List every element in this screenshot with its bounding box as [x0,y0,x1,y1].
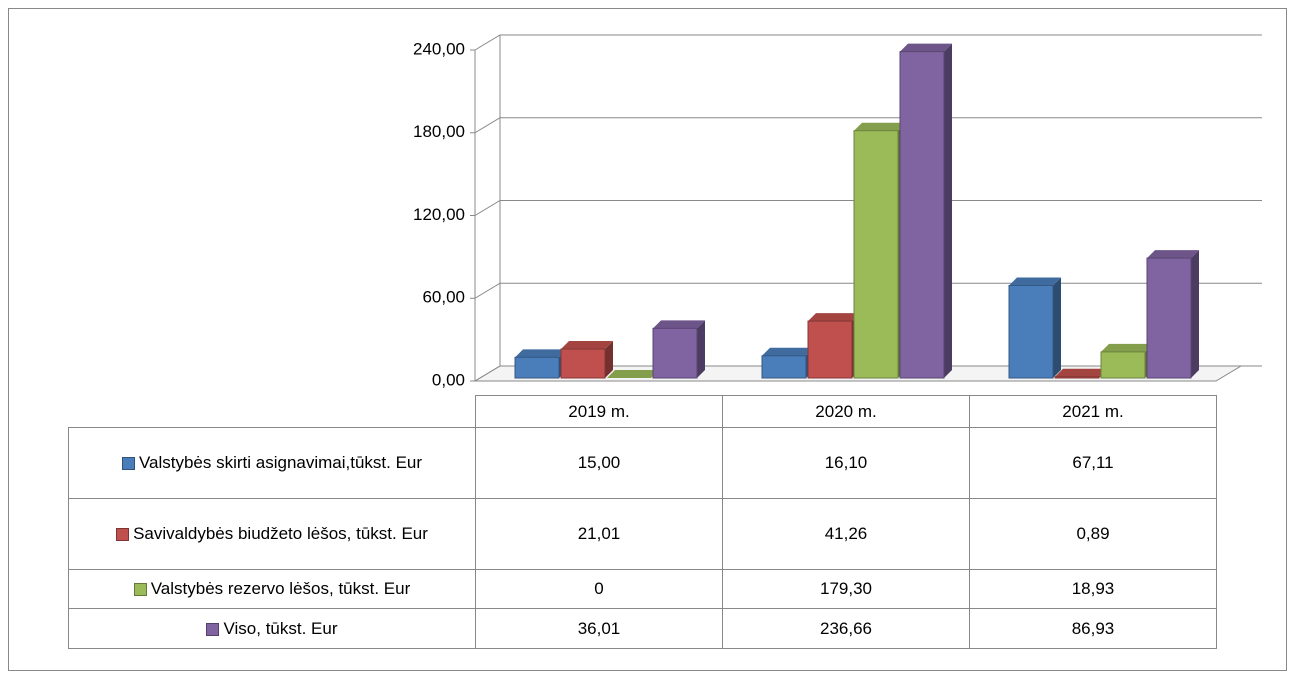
bar-side [1191,250,1199,378]
bar [1054,376,1100,379]
bar [1008,284,1054,379]
bar-top [607,370,659,378]
bar-side [944,43,952,378]
table-value: 15,00 [475,427,723,499]
grid-line [474,200,1262,216]
table-value-text: 0,89 [1076,524,1110,543]
chart-border [8,8,1287,671]
bar-top [561,341,613,350]
bar [560,348,606,379]
legend-entry: Valstybės skirti asignavimai,tūkst. Eur [121,451,423,475]
table-value: 179,30 [722,569,970,609]
table-value-text: 41,26 [824,524,868,543]
y-tick-label: 60,00 [422,288,465,307]
bar-top [1147,250,1199,259]
grid-line [474,117,1262,134]
bar [853,130,899,379]
table-value-text: 36,01 [577,618,621,638]
legend-key [133,583,147,597]
legend-label: Valstybės rezervo lėšos, tūkst. Eur [150,579,411,598]
bar [807,320,853,379]
table-header: 2020 m. [722,395,970,428]
table-value-text: 236,66 [820,618,872,638]
bar-top [1055,368,1107,377]
table-value: 0,89 [969,498,1217,570]
table-value: 18,93 [969,569,1217,609]
table-value: 36,01 [475,608,723,649]
legend-key [121,457,135,471]
table-value-text: 179,30 [820,579,872,598]
grid-line [474,365,1262,382]
table-value-text: 67,11 [1072,453,1114,472]
table-value: 41,26 [722,498,970,570]
legend-key [116,528,130,542]
table-header-text: 2019 m. [568,401,630,421]
table-value-text: 16,10 [824,453,868,472]
grid-line [474,282,1262,299]
table-value-text: 86,93 [1071,618,1115,638]
legend-cell: Savivaldybės biudžeto lėšos, tūkst. Eur [68,498,476,570]
grid-line [474,34,1262,51]
bar-top [1101,343,1153,352]
bar-top [515,349,567,358]
bar [761,355,807,379]
table-value-text: 0 [594,579,604,598]
y-tick-label: 0,00 [432,370,465,389]
table-value-text: 18,93 [1071,579,1115,598]
bar-side [697,320,705,378]
legend-label: Savivaldybės biudžeto lėšos, tūkst. Eur [133,524,428,543]
legend-label: Valstybės skirti asignavimai,tūkst. Eur [138,453,423,472]
y-tick-label: 180,00 [413,122,465,141]
bar [1100,351,1146,379]
legend-cell: Valstybės rezervo lėšos, tūkst. Eur [68,569,476,609]
table-value: 21,01 [475,498,723,570]
bar-top [808,313,860,322]
bar-top [1009,277,1061,286]
bar-top [653,320,705,329]
table-value: 67,11 [969,427,1217,499]
y-tick-label: 120,00 [413,205,465,224]
legend-label: Viso, tūkst. Eur [223,618,338,638]
table-header: 2021 m. [969,395,1217,428]
table-header-text: 2020 m. [815,401,877,421]
bar [1146,257,1192,379]
bar-side [605,341,613,378]
y-tick-label: 240,00 [413,39,465,58]
table-header: 2019 m. [475,395,723,428]
bar-side [1053,277,1061,378]
legend-entry: Savivaldybės biudžeto lėšos, tūkst. Eur [116,522,428,546]
bar [899,51,945,379]
bar [514,356,560,379]
table-value: 236,66 [722,608,970,649]
bar-top [854,122,906,131]
table-value-text: 21,01 [577,524,621,543]
legend-cell: Valstybės skirti asignavimai,tūkst. Eur [68,427,476,499]
table-header-text: 2021 m. [1062,401,1124,421]
table-value: 86,93 [969,608,1217,649]
bar-top [900,43,952,52]
legend-cell: Viso, tūkst. Eur [68,608,476,649]
table-value-text: 15,00 [577,453,621,472]
table-value: 16,10 [722,427,970,499]
legend-entry: Viso, tūkst. Eur [206,617,338,641]
bar-top [762,347,814,356]
legend-entry: Valstybės rezervo lėšos, tūkst. Eur [133,577,411,601]
legend-key [206,622,220,636]
bar [652,327,698,379]
table-value: 0 [475,569,723,609]
